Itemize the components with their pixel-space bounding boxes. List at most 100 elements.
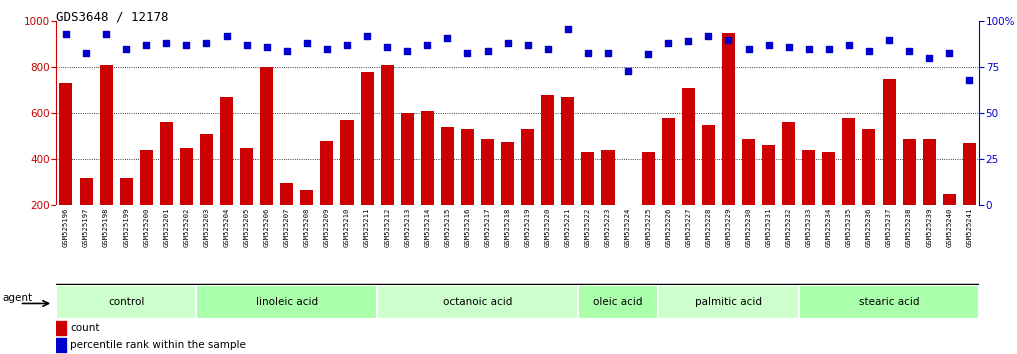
Point [159, 40, 175, 46]
Text: GSM525233: GSM525233 [805, 208, 812, 247]
Point [258, 44, 275, 50]
Bar [798, 285, 979, 319]
Text: GSM525227: GSM525227 [685, 208, 692, 247]
Bar [862, 130, 876, 251]
Bar [377, 285, 578, 319]
Text: GSM525235: GSM525235 [846, 208, 852, 247]
Bar [56, 321, 66, 335]
Text: GSM525229: GSM525229 [725, 208, 731, 247]
Bar [681, 88, 695, 251]
Bar [762, 145, 775, 251]
Text: GSM525215: GSM525215 [444, 208, 451, 247]
Point [339, 42, 355, 48]
Point [540, 46, 556, 52]
Bar [722, 33, 735, 251]
Text: agent: agent [3, 293, 33, 303]
Text: GSM525200: GSM525200 [143, 208, 149, 247]
Text: palmitic acid: palmitic acid [695, 297, 762, 307]
Bar [742, 139, 755, 251]
Bar [943, 194, 956, 251]
Bar [883, 79, 896, 251]
Text: linoleic acid: linoleic acid [255, 297, 318, 307]
Text: GSM525209: GSM525209 [324, 208, 330, 247]
Point [701, 33, 717, 39]
Bar [963, 143, 976, 251]
Text: GSM525238: GSM525238 [906, 208, 912, 247]
Bar [100, 65, 113, 251]
Bar [578, 285, 658, 319]
Text: GSM525206: GSM525206 [263, 208, 270, 247]
Point [118, 46, 134, 52]
Point [961, 77, 977, 83]
Bar [139, 150, 153, 251]
Bar [120, 178, 133, 251]
Point [600, 50, 616, 55]
Bar [802, 150, 816, 251]
Text: GSM525224: GSM525224 [625, 208, 632, 247]
Bar [658, 285, 798, 319]
Text: GSM525236: GSM525236 [865, 208, 872, 247]
Text: GSM525212: GSM525212 [384, 208, 391, 247]
Point [98, 31, 114, 37]
Text: GSM525218: GSM525218 [504, 208, 511, 247]
Point [660, 40, 676, 46]
Bar [922, 139, 936, 251]
Text: GSM525216: GSM525216 [465, 208, 471, 247]
Text: GSM525223: GSM525223 [605, 208, 611, 247]
Bar [56, 285, 196, 319]
Bar [582, 152, 595, 251]
Text: GSM525226: GSM525226 [665, 208, 671, 247]
Text: GSM525211: GSM525211 [364, 208, 370, 247]
Point [299, 40, 315, 46]
Bar [440, 127, 454, 251]
Point [901, 48, 917, 53]
Point [559, 26, 576, 32]
Text: GSM525204: GSM525204 [224, 208, 230, 247]
Bar [541, 95, 554, 251]
Point [58, 31, 74, 37]
Bar [220, 97, 233, 251]
Point [720, 37, 736, 42]
Point [761, 42, 777, 48]
Point [460, 50, 476, 55]
Point [921, 55, 938, 61]
Bar [902, 139, 915, 251]
Text: GSM525214: GSM525214 [424, 208, 430, 247]
Text: percentile rank within the sample: percentile rank within the sample [70, 340, 246, 350]
Bar [56, 338, 66, 352]
Text: octanoic acid: octanoic acid [442, 297, 513, 307]
Bar [401, 113, 414, 251]
Text: GSM525225: GSM525225 [645, 208, 651, 247]
Bar [240, 148, 253, 251]
Text: GSM525230: GSM525230 [745, 208, 752, 247]
Text: GSM525239: GSM525239 [926, 208, 933, 247]
Bar [601, 150, 614, 251]
Point [318, 46, 335, 52]
Text: GSM525205: GSM525205 [244, 208, 249, 247]
Point [881, 37, 897, 42]
Bar [160, 122, 173, 251]
Text: GSM525221: GSM525221 [564, 208, 571, 247]
Bar [361, 72, 373, 251]
Point [780, 44, 796, 50]
Point [580, 50, 596, 55]
Bar [702, 125, 715, 251]
Text: GSM525202: GSM525202 [183, 208, 189, 247]
Bar [320, 141, 334, 251]
Point [680, 39, 697, 44]
Bar [260, 67, 274, 251]
Point [359, 33, 375, 39]
Bar [501, 142, 515, 251]
Point [198, 40, 215, 46]
Point [439, 35, 456, 41]
Point [78, 50, 95, 55]
Text: GSM525208: GSM525208 [304, 208, 310, 247]
Text: control: control [108, 297, 144, 307]
Point [740, 46, 757, 52]
Text: GSM525231: GSM525231 [766, 208, 772, 247]
Point [138, 42, 155, 48]
Text: oleic acid: oleic acid [593, 297, 643, 307]
Point [941, 50, 957, 55]
Text: GSM525217: GSM525217 [484, 208, 490, 247]
Text: GSM525222: GSM525222 [585, 208, 591, 247]
